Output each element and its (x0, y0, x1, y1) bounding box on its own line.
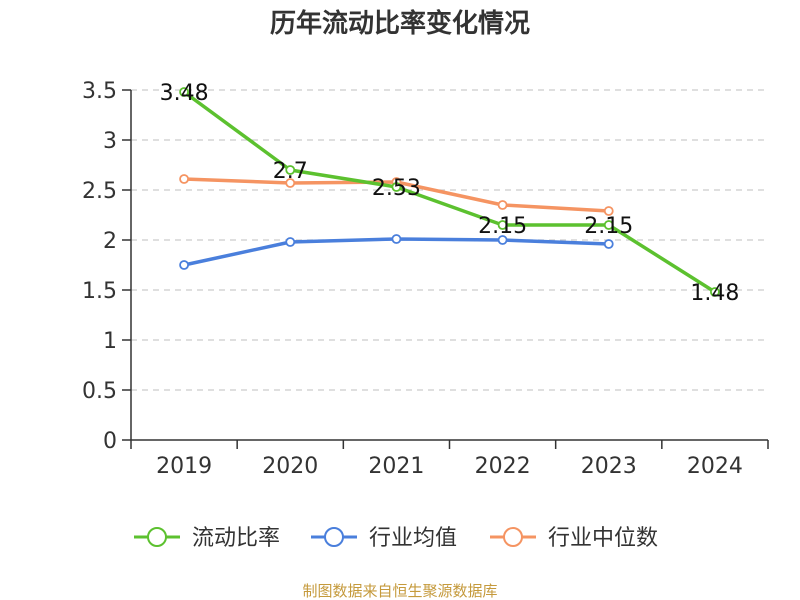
data-point (497, 200, 508, 210)
x-tick-label: 2022 (475, 454, 531, 479)
data-point (285, 165, 296, 175)
data-point (497, 220, 508, 230)
data-label: 2.15 (584, 214, 633, 239)
series-group (179, 87, 720, 297)
data-point (179, 174, 189, 184)
y-tick-label: 3.5 (82, 79, 117, 104)
legend-marker (147, 527, 167, 547)
y-tick-label: 0.5 (82, 379, 117, 404)
series-line-0 (182, 90, 717, 294)
chart-title: 历年流动比率变化情况 (270, 8, 530, 39)
legend-label: 流动比率 (192, 526, 280, 551)
legend-marker (503, 527, 523, 547)
data-label: 1.48 (690, 281, 739, 306)
legend-item: 行业中位数 (490, 526, 658, 551)
data-point (179, 260, 189, 270)
x-tick-label: 2024 (687, 454, 743, 479)
grid-lines (131, 89, 768, 391)
y-tick-label: 2.5 (82, 179, 117, 204)
data-labels: 3.48 2.7 2.53 2.15 2.15 1.48 (160, 81, 740, 306)
y-tick-label: 3 (103, 129, 117, 154)
legend-item: 流动比率 (134, 526, 280, 551)
data-label: 2.53 (372, 176, 421, 201)
data-point (285, 178, 296, 188)
data-point (285, 237, 296, 247)
data-label: 2.15 (478, 214, 527, 239)
data-point (603, 239, 614, 249)
x-tick-label: 2021 (368, 454, 424, 479)
legend: 流动比率 行业均值 行业中位数 (134, 526, 658, 551)
y-tick-label: 1.5 (82, 279, 117, 304)
data-label: 3.48 (160, 81, 209, 106)
y-tick-label: 1 (103, 329, 117, 354)
data-point (603, 220, 614, 230)
y-tick-label: 0 (103, 429, 117, 454)
data-label: 2.7 (273, 159, 308, 184)
data-point (603, 206, 614, 216)
legend-label: 行业均值 (369, 526, 457, 551)
data-point (710, 287, 720, 297)
y-tick-label: 2 (103, 229, 117, 254)
x-tick-label: 2019 (156, 454, 212, 479)
legend-marker (324, 527, 344, 547)
data-point (497, 235, 508, 245)
legend-label: 行业中位数 (548, 526, 658, 551)
data-point (391, 234, 402, 244)
x-tick-label: 2020 (262, 454, 318, 479)
x-tick-label: 2023 (581, 454, 637, 479)
data-point (179, 87, 189, 97)
data-point (391, 182, 402, 192)
source-footer: 制图数据来自恒生聚源数据库 (302, 582, 497, 600)
legend-item: 行业均值 (311, 526, 457, 551)
